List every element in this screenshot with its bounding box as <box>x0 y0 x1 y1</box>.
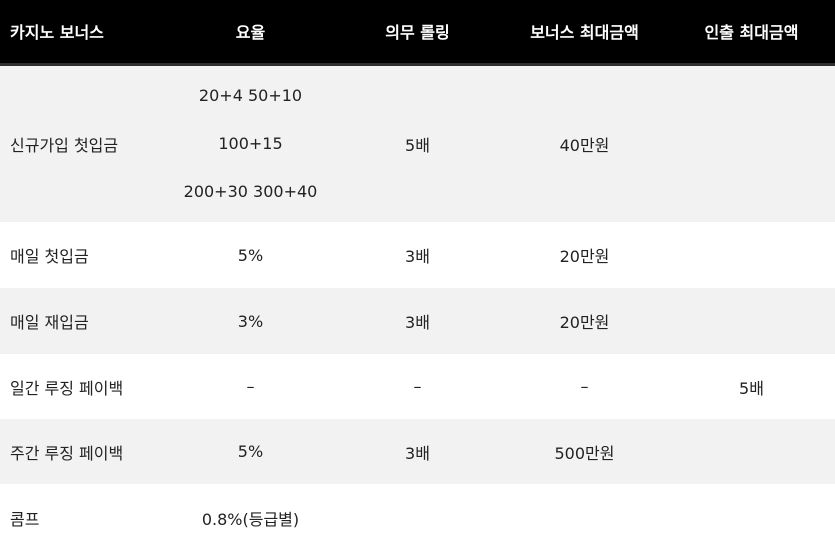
rate-line: 20+4 50+10 <box>198 85 303 105</box>
row-bonus-max: 40만원 <box>559 135 610 155</box>
row-bonus-max: 500만원 <box>554 443 615 463</box>
table-row: 매일 첫입금 5% 3배 20만원 <box>0 222 835 288</box>
row-rolling <box>334 484 501 551</box>
row-withdraw-max <box>668 64 835 222</box>
table-row: 일간 루징 페이백 – – – 5배 <box>0 354 835 419</box>
row-bonus-max: 20만원 <box>559 313 610 332</box>
row-withdraw-max: 5배 <box>739 378 764 398</box>
row-rolling: 3배 <box>405 247 430 266</box>
row-rate: 5% <box>237 245 264 265</box>
row-withdraw-max <box>668 484 835 551</box>
row-name: 일간 루징 페이백 <box>10 378 124 398</box>
row-name: 신규가입 첫입금 <box>10 135 119 155</box>
table-row: 신규가입 첫입금 20+4 50+10 100+15 200+30 300+40… <box>0 64 835 222</box>
row-rate: 3% <box>237 311 264 331</box>
header-rate: 요율 <box>167 0 334 66</box>
rate-line: 200+30 300+40 <box>183 181 318 201</box>
row-rate: 0.8%(등급별) <box>201 509 300 529</box>
row-name: 콤프 <box>10 509 40 529</box>
table-row: 주간 루징 페이백 5% 3배 500만원 <box>0 419 835 484</box>
table-row: 콤프 0.8%(등급별) <box>0 484 835 551</box>
row-name: 주간 루징 페이백 <box>10 443 124 463</box>
table-header: 카지노 보너스 요율 의무 롤링 보너스 최대금액 인출 최대금액 <box>0 0 835 66</box>
header-casino-bonus: 카지노 보너스 <box>0 0 167 66</box>
row-rolling: 5배 <box>405 135 430 155</box>
row-rate: 5% <box>237 442 264 461</box>
row-bonus-max <box>501 484 668 551</box>
row-withdraw-max <box>668 419 835 484</box>
row-withdraw-max <box>668 288 835 354</box>
row-rate: – <box>246 377 255 396</box>
row-rate: 20+4 50+10 100+15 200+30 300+40 <box>167 64 334 222</box>
header-withdraw-max: 인출 최대금액 <box>668 0 835 66</box>
header-row: 카지노 보너스 요율 의무 롤링 보너스 최대금액 인출 최대금액 <box>0 0 835 66</box>
row-bonus-max: – <box>580 377 589 396</box>
header-required-rolling: 의무 롤링 <box>334 0 501 66</box>
row-name: 매일 재입금 <box>10 313 89 332</box>
row-bonus-max: 20만원 <box>559 247 610 266</box>
rate-line: 100+15 <box>218 133 283 153</box>
row-rolling: 3배 <box>405 313 430 332</box>
row-rolling: 3배 <box>405 443 430 463</box>
row-name: 매일 첫입금 <box>10 247 89 266</box>
header-bonus-max: 보너스 최대금액 <box>501 0 668 66</box>
table-body: 신규가입 첫입금 20+4 50+10 100+15 200+30 300+40… <box>0 64 835 551</box>
row-withdraw-max <box>668 222 835 288</box>
row-rolling: – <box>413 377 422 396</box>
table-row: 매일 재입금 3% 3배 20만원 <box>0 288 835 354</box>
